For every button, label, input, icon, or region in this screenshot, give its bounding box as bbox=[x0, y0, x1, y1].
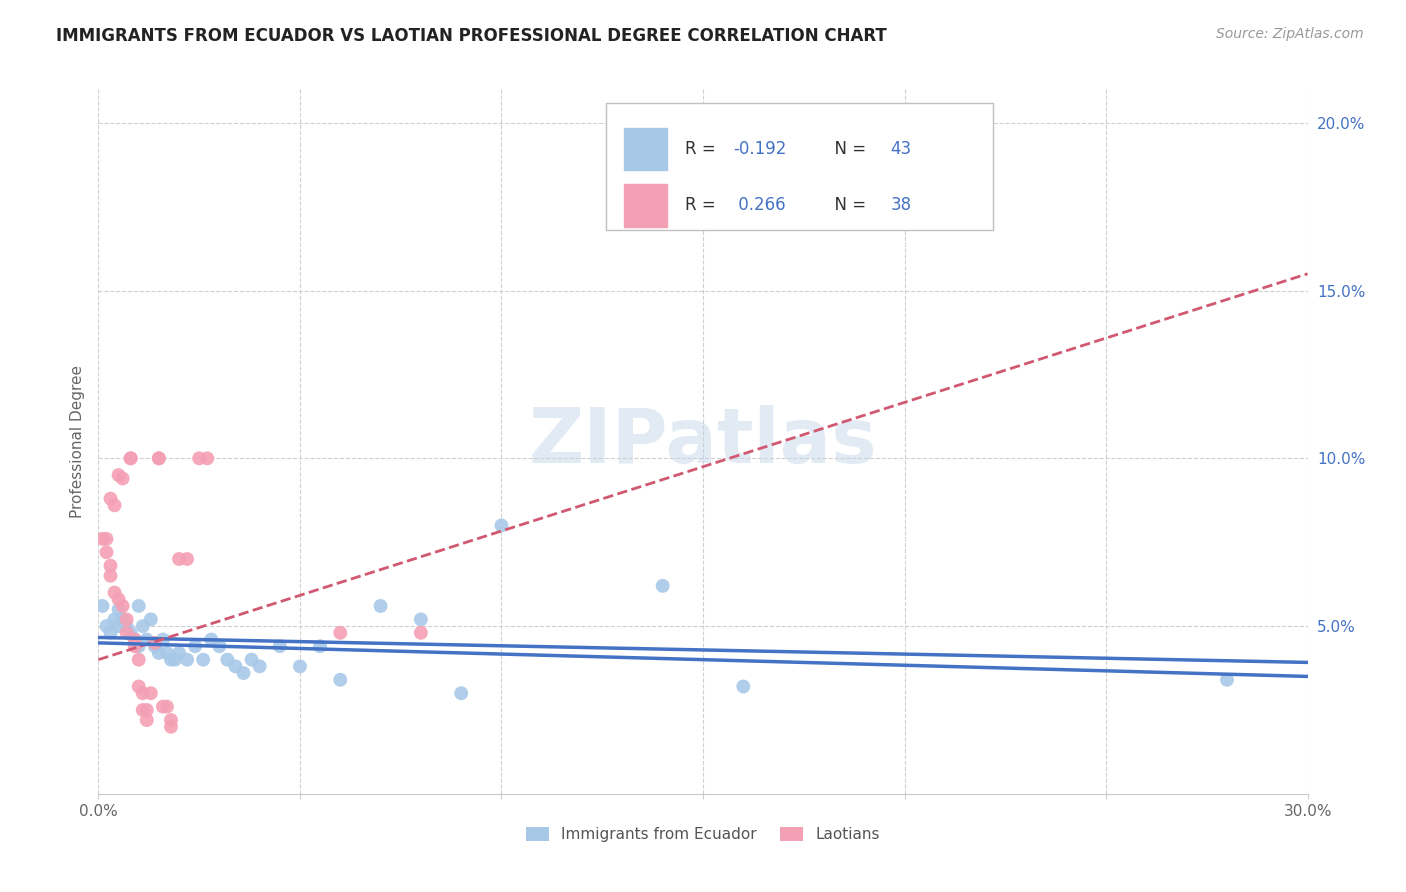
Point bbox=[107, 468, 129, 483]
Point bbox=[120, 451, 142, 466]
Point bbox=[491, 518, 513, 533]
Point bbox=[651, 579, 673, 593]
Text: R =: R = bbox=[685, 196, 721, 214]
Point bbox=[128, 599, 150, 613]
Text: N =: N = bbox=[824, 196, 872, 214]
Text: R =: R = bbox=[685, 140, 721, 158]
Point bbox=[120, 451, 142, 466]
Point bbox=[139, 612, 162, 626]
Point bbox=[115, 619, 138, 633]
Point bbox=[143, 639, 166, 653]
Point bbox=[309, 639, 332, 653]
Point bbox=[160, 653, 183, 667]
Point bbox=[370, 599, 392, 613]
Point bbox=[329, 625, 352, 640]
Point bbox=[103, 585, 125, 599]
Point bbox=[167, 552, 190, 566]
Point bbox=[96, 532, 118, 546]
Point bbox=[148, 646, 170, 660]
Text: N =: N = bbox=[824, 140, 872, 158]
Point bbox=[115, 612, 138, 626]
Point bbox=[135, 703, 157, 717]
Text: ZIPatlas: ZIPatlas bbox=[529, 405, 877, 478]
Point bbox=[124, 632, 146, 647]
Point bbox=[188, 451, 211, 466]
Point bbox=[409, 625, 432, 640]
Point bbox=[269, 639, 291, 653]
Point bbox=[232, 666, 254, 681]
Point bbox=[103, 498, 125, 512]
Point bbox=[156, 646, 179, 660]
Point bbox=[111, 471, 134, 485]
Point bbox=[100, 625, 122, 640]
Point bbox=[148, 451, 170, 466]
Point bbox=[176, 552, 198, 566]
Point bbox=[160, 720, 183, 734]
Point bbox=[103, 612, 125, 626]
Point bbox=[100, 491, 122, 506]
Point bbox=[135, 632, 157, 647]
Point bbox=[184, 639, 207, 653]
Bar bbox=[624, 128, 666, 170]
Point bbox=[132, 686, 155, 700]
Point bbox=[91, 532, 114, 546]
Text: 38: 38 bbox=[890, 196, 911, 214]
Point bbox=[139, 686, 162, 700]
Point bbox=[329, 673, 352, 687]
Point bbox=[107, 602, 129, 616]
Point bbox=[135, 713, 157, 727]
Text: 0.266: 0.266 bbox=[734, 196, 786, 214]
Point bbox=[240, 653, 263, 667]
Point bbox=[107, 619, 129, 633]
Point bbox=[100, 568, 122, 582]
Point bbox=[152, 699, 174, 714]
Point bbox=[224, 659, 246, 673]
Point bbox=[96, 545, 118, 559]
Point bbox=[193, 653, 215, 667]
Point bbox=[200, 632, 222, 647]
Point bbox=[288, 659, 311, 673]
Text: IMMIGRANTS FROM ECUADOR VS LAOTIAN PROFESSIONAL DEGREE CORRELATION CHART: IMMIGRANTS FROM ECUADOR VS LAOTIAN PROFE… bbox=[56, 27, 887, 45]
Point bbox=[91, 599, 114, 613]
Legend: Immigrants from Ecuador, Laotians: Immigrants from Ecuador, Laotians bbox=[519, 820, 887, 850]
Point bbox=[156, 699, 179, 714]
Point bbox=[128, 639, 150, 653]
Point bbox=[450, 686, 472, 700]
Point bbox=[107, 592, 129, 607]
Point bbox=[124, 639, 146, 653]
Point bbox=[195, 451, 218, 466]
Point bbox=[132, 703, 155, 717]
Text: 43: 43 bbox=[890, 140, 911, 158]
Bar bbox=[624, 185, 666, 227]
Point bbox=[111, 599, 134, 613]
Point bbox=[143, 636, 166, 650]
Point bbox=[128, 680, 150, 694]
Point bbox=[115, 625, 138, 640]
Point bbox=[208, 639, 231, 653]
Point bbox=[249, 659, 271, 673]
Point bbox=[111, 612, 134, 626]
Point bbox=[409, 612, 432, 626]
Point bbox=[120, 625, 142, 640]
FancyBboxPatch shape bbox=[606, 103, 993, 230]
Point bbox=[148, 451, 170, 466]
Point bbox=[733, 680, 755, 694]
Point bbox=[132, 619, 155, 633]
Text: Source: ZipAtlas.com: Source: ZipAtlas.com bbox=[1216, 27, 1364, 41]
Point bbox=[163, 653, 186, 667]
Point bbox=[160, 713, 183, 727]
Point bbox=[167, 646, 190, 660]
Y-axis label: Professional Degree: Professional Degree bbox=[69, 365, 84, 518]
Point bbox=[124, 632, 146, 647]
Text: -0.192: -0.192 bbox=[734, 140, 786, 158]
Point bbox=[1216, 673, 1239, 687]
Point bbox=[176, 653, 198, 667]
Point bbox=[96, 619, 118, 633]
Point bbox=[152, 632, 174, 647]
Point bbox=[128, 653, 150, 667]
Point bbox=[100, 558, 122, 573]
Point bbox=[217, 653, 239, 667]
